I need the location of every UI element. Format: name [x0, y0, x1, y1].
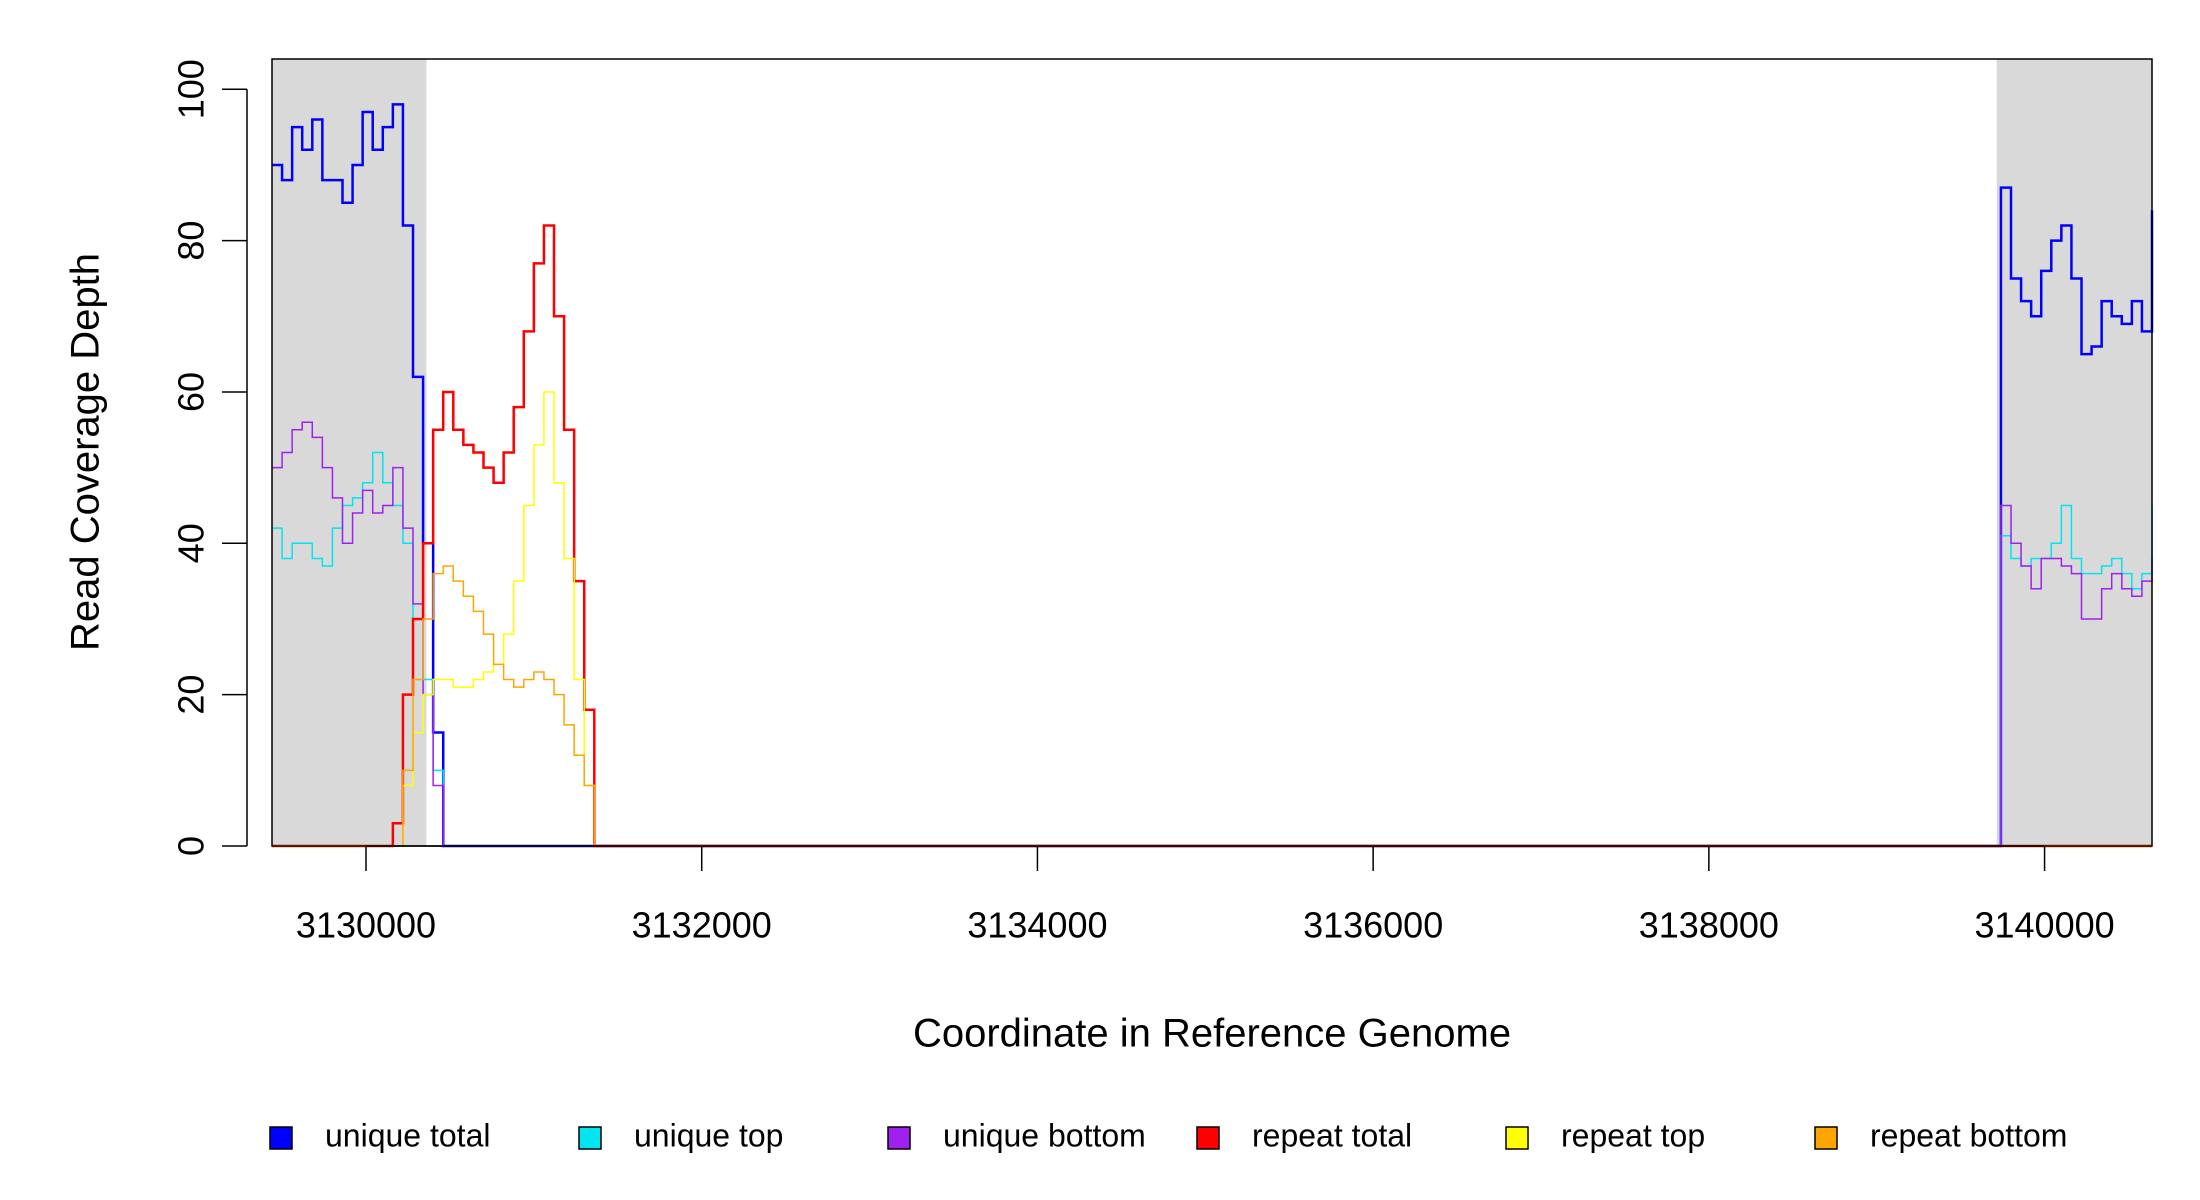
y-tick-label: 40 [171, 523, 212, 563]
series-line [272, 391, 2152, 847]
y-tick-label: 80 [171, 221, 212, 261]
legend-swatch [1814, 1126, 1838, 1150]
legend-label: unique top [634, 1117, 783, 1153]
series-line [272, 565, 2152, 847]
x-tick-label: 3132000 [632, 905, 772, 946]
legend-label: unique bottom [943, 1117, 1146, 1153]
legend-swatch [1196, 1126, 1220, 1150]
legend-label: repeat top [1561, 1117, 1705, 1153]
series-line [272, 421, 2153, 847]
x-axis-label: Coordinate in Reference Genome [913, 1012, 1511, 1056]
legend-label: repeat bottom [1870, 1117, 2067, 1153]
x-tick-label: 3130000 [296, 905, 436, 946]
y-tick-label: 60 [171, 372, 212, 412]
x-tick-label: 3140000 [1974, 905, 2114, 946]
legend-swatch [1505, 1126, 1529, 1150]
legend-swatch [887, 1126, 911, 1150]
x-tick-label: 3138000 [1639, 905, 1779, 946]
shaded-region [1996, 59, 2152, 846]
y-tick-label: 20 [171, 675, 212, 715]
y-tick-label: 0 [171, 836, 212, 856]
x-tick-label: 3134000 [967, 905, 1107, 946]
y-tick-label: 100 [171, 59, 212, 119]
legend-swatch [269, 1126, 293, 1150]
shaded-region [272, 59, 427, 846]
legend-label: repeat total [1252, 1117, 1412, 1153]
x-tick-label: 3136000 [1303, 905, 1443, 946]
y-axis-label: Read Coverage Depth [64, 253, 108, 651]
series-line [272, 224, 2152, 848]
series-line [272, 451, 2153, 847]
legend-label: unique total [325, 1117, 490, 1153]
legend-swatch [578, 1126, 602, 1150]
